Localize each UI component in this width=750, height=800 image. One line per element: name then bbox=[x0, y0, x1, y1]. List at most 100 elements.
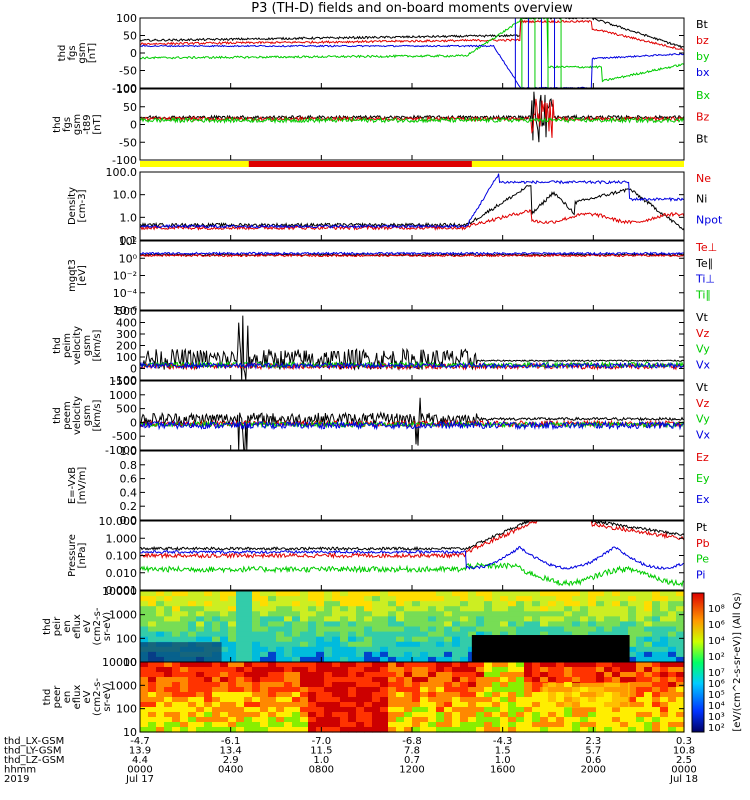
spec-cell bbox=[228, 717, 237, 723]
spec-cell bbox=[636, 596, 645, 602]
spec-cell bbox=[548, 672, 557, 678]
spec-cell bbox=[532, 682, 541, 688]
spec-cell bbox=[548, 712, 557, 718]
spec-cell bbox=[436, 611, 445, 617]
spec-cell bbox=[212, 697, 221, 703]
spec-cell bbox=[156, 697, 165, 703]
spec-cell bbox=[444, 702, 453, 708]
spec-cell bbox=[532, 697, 541, 703]
spec-cell bbox=[564, 601, 573, 607]
spec-cell bbox=[444, 606, 453, 612]
spec-cell bbox=[508, 687, 517, 693]
spec-cell bbox=[156, 687, 165, 693]
spec-cell bbox=[388, 702, 397, 708]
spec-cell bbox=[340, 677, 349, 683]
spec-cell bbox=[660, 606, 669, 612]
spec-cell bbox=[404, 596, 413, 602]
legend-entry: Vx bbox=[696, 358, 711, 371]
spec-cell bbox=[412, 656, 421, 663]
spec-cell bbox=[500, 631, 509, 638]
spec-cell bbox=[492, 717, 501, 723]
spec-cell bbox=[444, 596, 453, 602]
spec-cell bbox=[676, 717, 685, 723]
spec-cell bbox=[588, 672, 597, 678]
spec-cell bbox=[652, 641, 661, 648]
spec-cell bbox=[444, 682, 453, 688]
spec-cell bbox=[308, 596, 317, 602]
spec-cell bbox=[284, 692, 293, 698]
legend-entry: Ti⊥ bbox=[695, 273, 715, 286]
footer-row-label: 2019 bbox=[4, 774, 29, 785]
spec-cell bbox=[356, 651, 365, 658]
spec-cell bbox=[356, 707, 365, 713]
spec-cell bbox=[268, 687, 277, 693]
spec-cell bbox=[204, 677, 213, 683]
spec-cell bbox=[420, 631, 429, 638]
spec-cell bbox=[332, 601, 341, 607]
spec-cell bbox=[540, 591, 549, 597]
spec-cell bbox=[412, 616, 421, 623]
spec-cell bbox=[364, 692, 373, 698]
spec-cell bbox=[628, 646, 637, 653]
spec-cell bbox=[652, 646, 661, 653]
spec-cell bbox=[660, 646, 669, 653]
spec-cell bbox=[404, 626, 413, 633]
spec-cell bbox=[636, 667, 645, 673]
spec-cell bbox=[284, 682, 293, 688]
spec-cell bbox=[316, 717, 325, 723]
spec-cell bbox=[260, 662, 269, 668]
spec-cell bbox=[324, 606, 333, 612]
spec-cell bbox=[508, 616, 517, 623]
spec-cell bbox=[468, 672, 477, 678]
spec-cell bbox=[564, 727, 573, 733]
spec-cell bbox=[180, 606, 189, 612]
spec-cell bbox=[212, 687, 221, 693]
spec-cell bbox=[196, 717, 205, 723]
spec-cell bbox=[516, 677, 525, 683]
colorbar-tick: 10² bbox=[708, 723, 725, 734]
legend-entry: Npot bbox=[696, 213, 723, 226]
spec-cell bbox=[556, 712, 565, 718]
spec-cell bbox=[340, 662, 349, 668]
spec-cell bbox=[652, 687, 661, 693]
spec-cell bbox=[396, 697, 405, 703]
y-tick-label: 1.0 bbox=[120, 211, 138, 224]
spec-cell bbox=[436, 656, 445, 663]
y-axis-label: eflux bbox=[72, 614, 83, 639]
spec-cell bbox=[500, 717, 509, 723]
spec-cell bbox=[380, 707, 389, 713]
spec-cell bbox=[260, 641, 269, 648]
spec-cell bbox=[380, 702, 389, 708]
spec-cell bbox=[156, 682, 165, 688]
spec-cell bbox=[284, 631, 293, 638]
spec-cell bbox=[220, 626, 229, 633]
spec-cell bbox=[244, 611, 253, 617]
y-axis-label: eV bbox=[82, 620, 93, 633]
y-tick-label: 10000 bbox=[102, 585, 137, 598]
spec-cell bbox=[468, 626, 477, 633]
spec-cell bbox=[308, 591, 317, 597]
spec-cell bbox=[556, 707, 565, 713]
spec-cell bbox=[244, 616, 253, 623]
spec-cell bbox=[388, 662, 397, 668]
spec-cell bbox=[340, 712, 349, 718]
spec-cell bbox=[300, 616, 309, 623]
spec-cell bbox=[636, 687, 645, 693]
spec-cell bbox=[404, 667, 413, 673]
spec-cell bbox=[660, 682, 669, 688]
spec-cell bbox=[628, 697, 637, 703]
spec-cell bbox=[412, 672, 421, 678]
spec-cell bbox=[524, 722, 533, 728]
spec-cell bbox=[508, 717, 517, 723]
spec-cell bbox=[212, 717, 221, 723]
spec-cell bbox=[220, 611, 229, 617]
spec-cell bbox=[460, 697, 469, 703]
spec-cell bbox=[292, 611, 301, 617]
spec-cell bbox=[252, 606, 261, 612]
spec-cell bbox=[356, 727, 365, 733]
spec-cell bbox=[156, 717, 165, 723]
spec-cell bbox=[212, 707, 221, 713]
y-tick-label: 0 bbox=[130, 119, 137, 132]
spec-cell bbox=[436, 606, 445, 612]
spec-cell bbox=[196, 722, 205, 728]
